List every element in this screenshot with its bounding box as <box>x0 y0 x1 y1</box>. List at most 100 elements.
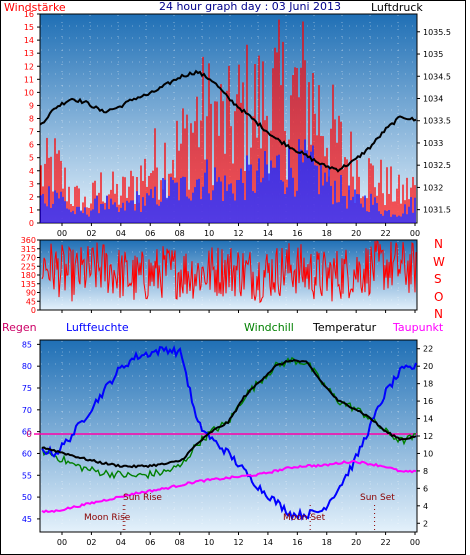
legend-taupunkt: Taupunkt <box>392 321 444 334</box>
wind-series <box>39 19 417 223</box>
hour-tick-label: 12 <box>233 538 243 547</box>
compass-w: W <box>433 255 445 269</box>
hour-tick-label: 08 <box>175 538 185 547</box>
humidity-tick-label: 75 <box>22 384 32 393</box>
wind-tick-label: 8 <box>29 115 34 124</box>
humidity-tick-label: 45 <box>22 515 32 524</box>
direction-tick-label: 45 <box>26 297 36 306</box>
wind-tick-label: 13 <box>24 49 34 58</box>
wind-tick-label: 0 <box>29 219 34 228</box>
hour-tick-label: 20 <box>351 229 361 238</box>
temperature-tick-label: 2 <box>423 519 428 528</box>
moon-rise-label: Moon Rise <box>84 513 131 523</box>
hour-tick-label: 08 <box>175 229 185 238</box>
compass-s: S <box>434 272 442 286</box>
hour-tick-label: 00 <box>57 538 67 547</box>
humidity-tick-label: 85 <box>22 340 32 349</box>
wind-tick-label: 15 <box>24 23 34 32</box>
hour-tick-label: 04 <box>116 229 126 238</box>
hour-tick-label: 14 <box>263 229 273 238</box>
direction-tick-label: 360 <box>21 236 36 245</box>
wind-tick-label: 2 <box>29 193 34 202</box>
temperature-tick-label: 12 <box>423 432 433 441</box>
direction-tick-label: 180 <box>21 271 36 280</box>
compass-o: O <box>434 290 443 304</box>
temperature-line <box>41 359 417 469</box>
wind-tick-label: 14 <box>24 36 34 45</box>
humidity-tick-label: 70 <box>22 406 32 415</box>
humidity-tick-label: 80 <box>22 362 32 371</box>
direction-series <box>41 240 417 304</box>
humidity-tick-label: 50 <box>22 493 32 502</box>
climate-series <box>34 345 417 530</box>
hour-tick-label: 06 <box>145 229 155 238</box>
temperature-tick-label: 6 <box>423 484 428 493</box>
hour-tick-label: 14 <box>263 538 273 547</box>
wind-tick-label: 16 <box>24 10 34 19</box>
legend-regen: Regen <box>2 321 37 334</box>
wind-direction-line <box>41 240 417 304</box>
hour-tick-label: 12 <box>233 229 243 238</box>
direction-tick-label: 315 <box>21 245 36 254</box>
hour-tick-label: 10 <box>204 229 214 238</box>
hour-tick-label: 02 <box>86 229 96 238</box>
wind-tick-label: 11 <box>24 75 34 84</box>
hour-tick-label: 20 <box>351 538 361 547</box>
climate-panel <box>39 339 418 533</box>
humidity-tick-label: 60 <box>22 449 32 458</box>
direction-tick-label: 90 <box>26 289 36 298</box>
pressure-tick-label: 1034.5 <box>423 72 451 81</box>
temperature-tick-label: 10 <box>423 449 433 458</box>
wind-tick-label: 9 <box>29 101 34 110</box>
pressure-tick-label: 1035 <box>423 50 443 59</box>
temperature-tick-label: 22 <box>423 345 433 354</box>
humidity-tick-label: 65 <box>22 428 32 437</box>
pressure-tick-label: 1031.5 <box>423 206 451 215</box>
hour-tick-label: 22 <box>380 229 390 238</box>
legend-temperatur: Temperatur <box>312 321 377 334</box>
sun-rise-label: Sun Rise <box>123 493 162 503</box>
pressure-tick-label: 1032.5 <box>423 161 451 170</box>
compass-letters: N W S O N <box>433 237 445 321</box>
legend-windchill: Windchill <box>244 321 294 334</box>
sun-set-label: Sun Set <box>360 493 395 503</box>
rain-zero-label: 0 <box>26 430 32 440</box>
hour-tick-label: 04 <box>116 538 126 547</box>
chart-title: 24 hour graph day : 03 Juni 2013 <box>159 0 341 13</box>
direction-tick-label: 0 <box>31 306 36 315</box>
wind-tick-label: 12 <box>24 62 34 71</box>
temperature-tick-label: 16 <box>423 397 433 406</box>
wind-tick-label: 6 <box>29 141 34 150</box>
direction-tick-label: 225 <box>21 262 36 271</box>
pressure-tick-label: 1033.5 <box>423 117 451 126</box>
temperature-tick-label: 8 <box>423 467 428 476</box>
wind-tick-label: 5 <box>29 154 34 163</box>
luftdruck-label: Luftdruck <box>371 1 423 14</box>
pressure-tick-label: 1033 <box>423 139 443 148</box>
compass-n-bottom: N <box>434 307 443 321</box>
temperature-tick-label: 18 <box>423 380 433 389</box>
moon-set-label: Moon Set <box>283 513 326 523</box>
wind-tick-label: 3 <box>29 180 34 189</box>
pressure-tick-label: 1035.5 <box>423 28 451 37</box>
wind-tick-label: 1 <box>29 206 34 215</box>
wind-tick-label: 10 <box>24 88 34 97</box>
hour-tick-label: 00 <box>410 538 420 547</box>
wind-tick-label: 4 <box>29 167 34 176</box>
wind-tick-label: 7 <box>29 128 34 137</box>
dewpoint-line <box>41 459 417 514</box>
hour-tick-label: 18 <box>322 229 332 238</box>
hour-tick-label: 00 <box>57 229 67 238</box>
pressure-tick-label: 1034 <box>423 94 443 103</box>
direction-tick-label: 135 <box>21 280 36 289</box>
hour-tick-label: 02 <box>86 538 96 547</box>
temperature-tick-label: 20 <box>423 362 433 371</box>
hour-tick-label: 16 <box>292 538 302 547</box>
direction-tick-label: 270 <box>21 254 36 263</box>
hour-tick-label: 00 <box>410 229 420 238</box>
temperature-tick-label: 4 <box>423 502 428 511</box>
hour-tick-label: 06 <box>145 538 155 547</box>
hour-tick-label: 10 <box>204 538 214 547</box>
